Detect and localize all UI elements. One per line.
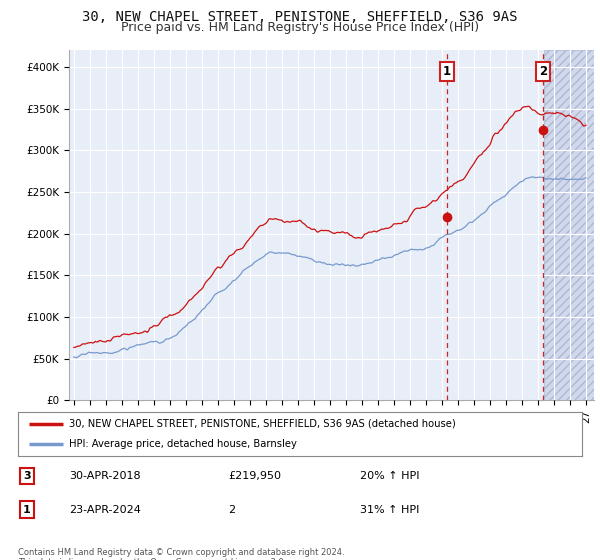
Text: 30, NEW CHAPEL STREET, PENISTONE, SHEFFIELD, S36 9AS: 30, NEW CHAPEL STREET, PENISTONE, SHEFFI… bbox=[82, 10, 518, 24]
Text: 2: 2 bbox=[539, 65, 547, 78]
Text: 2: 2 bbox=[228, 505, 235, 515]
Text: 20% ↑ HPI: 20% ↑ HPI bbox=[360, 471, 419, 481]
Text: 30-APR-2018: 30-APR-2018 bbox=[69, 471, 140, 481]
Text: 1: 1 bbox=[443, 65, 451, 78]
Text: 1: 1 bbox=[23, 505, 31, 515]
Text: 3: 3 bbox=[23, 471, 31, 481]
Text: £219,950: £219,950 bbox=[228, 471, 281, 481]
Text: HPI: Average price, detached house, Barnsley: HPI: Average price, detached house, Barn… bbox=[69, 439, 296, 449]
Bar bbox=[544, 50, 594, 400]
Text: Price paid vs. HM Land Registry's House Price Index (HPI): Price paid vs. HM Land Registry's House … bbox=[121, 21, 479, 34]
Text: 23-APR-2024: 23-APR-2024 bbox=[69, 505, 141, 515]
Text: 30, NEW CHAPEL STREET, PENISTONE, SHEFFIELD, S36 9AS (detached house): 30, NEW CHAPEL STREET, PENISTONE, SHEFFI… bbox=[69, 419, 455, 429]
Text: 31% ↑ HPI: 31% ↑ HPI bbox=[360, 505, 419, 515]
Text: Contains HM Land Registry data © Crown copyright and database right 2024.
This d: Contains HM Land Registry data © Crown c… bbox=[18, 548, 344, 560]
